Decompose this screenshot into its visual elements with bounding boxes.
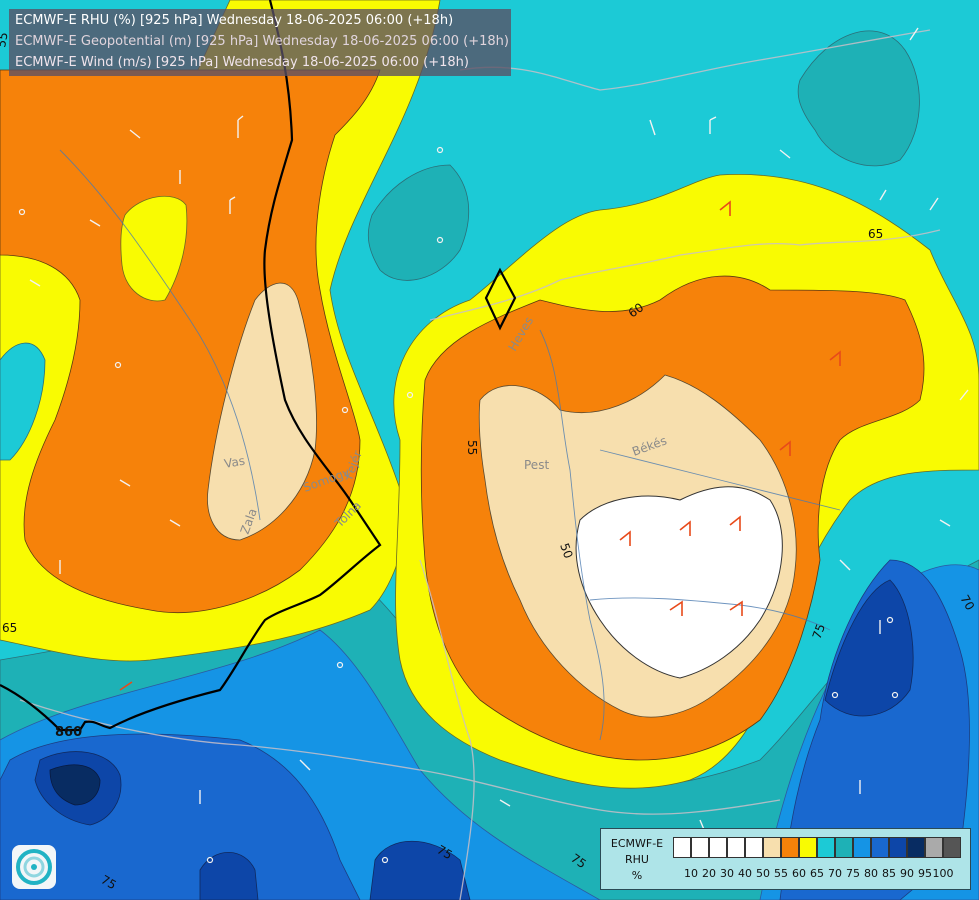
rhu-75-zone-n (367, 164, 470, 281)
rhu-70-patch-west (0, 342, 46, 461)
legend-tick-label: 90 (900, 867, 914, 880)
legend-tick-label: 10 (684, 867, 698, 880)
title-box: ECMWF-E RHU (%) [925 hPa] Wednesday 18-0… (9, 9, 511, 76)
logo-swirl-icon (16, 849, 52, 885)
legend-swatch (835, 837, 853, 858)
legend-tick-label: 30 (720, 867, 734, 880)
legend-variable: RHU (625, 853, 649, 866)
legend-tick-label: 65 (810, 867, 824, 880)
legend-swatch (943, 837, 961, 858)
legend-model: ECMWF-E (610, 837, 664, 850)
wind-barbs (29, 27, 969, 833)
legend-swatch (745, 837, 763, 858)
legend-tick-label: 75 (846, 867, 860, 880)
rhu-55-zone-west (207, 282, 317, 541)
legend-tick-label: 100 (932, 867, 954, 880)
contour-label-75a: 75 (810, 622, 828, 641)
calm-markers (18, 146, 899, 864)
rhu-65-blob-west (120, 196, 188, 302)
contour-label-65b: 65 (2, 621, 17, 635)
legend-tick-label: 85 (882, 867, 896, 880)
contour-label-65a: 65 (868, 227, 883, 241)
rhu-90-zone-se (824, 579, 914, 717)
place-pest: Pest (524, 458, 549, 472)
geopotential-contours (0, 0, 517, 732)
legend-swatch (871, 837, 889, 858)
wind-barbs-orange (119, 200, 841, 691)
place-vas: Vas (223, 454, 246, 471)
legend-swatch (781, 837, 799, 858)
legend-tick-label: 40 (738, 867, 752, 880)
color-legend: ECMWF-E RHU % 10 20 30 40 50 55 60 65 70 75 80 85 90… (600, 828, 971, 890)
legend-tick-label: 95 (918, 867, 932, 880)
legend-swatch (799, 837, 817, 858)
borders-layer (19, 29, 941, 900)
rhu-75-zone-ne (797, 30, 920, 167)
legend-unit: % (631, 869, 643, 882)
rhu-90-zone-s2 (369, 841, 471, 900)
legend-swatch (727, 837, 745, 858)
legend-tick-label: 70 (828, 867, 842, 880)
legend-swatch (853, 837, 871, 858)
contour-label-70: 70 (957, 593, 977, 613)
contour-label-edge: 55 (0, 31, 11, 48)
legend-swatch (817, 837, 835, 858)
legend-tick-label: 80 (864, 867, 878, 880)
title-geopotential: ECMWF-E Geopotential (m) [925 hPa] Wedne… (15, 34, 509, 49)
rhu-95-zone (49, 764, 101, 806)
contour-label-75c: 75 (99, 872, 119, 892)
title-wind: ECMWF-E Wind (m/s) [925 hPa] Wednesday 1… (15, 55, 469, 70)
legend-swatch (763, 837, 781, 858)
rivers-layer (59, 149, 841, 741)
title-rhu: ECMWF-E RHU (%) [925 hPa] Wednesday 18-0… (15, 13, 454, 28)
contour-label-50: 50 (557, 541, 575, 560)
legend-swatch (889, 837, 907, 858)
legend-tick-label: 50 (756, 867, 770, 880)
contour-label-75d: 75 (435, 842, 455, 862)
legend-tick-label: 60 (792, 867, 806, 880)
legend-swatch (907, 837, 925, 858)
contour-label-55: 55 (465, 440, 479, 455)
legend-swatch (673, 837, 691, 858)
legend-tick-label: 20 (702, 867, 716, 880)
legend-swatch (691, 837, 709, 858)
legend-tick-label: 55 (774, 867, 788, 880)
geopotential-label-860: 860 (55, 725, 82, 740)
provider-logo (12, 845, 56, 889)
legend-swatch (709, 837, 727, 858)
legend-swatch (925, 837, 943, 858)
